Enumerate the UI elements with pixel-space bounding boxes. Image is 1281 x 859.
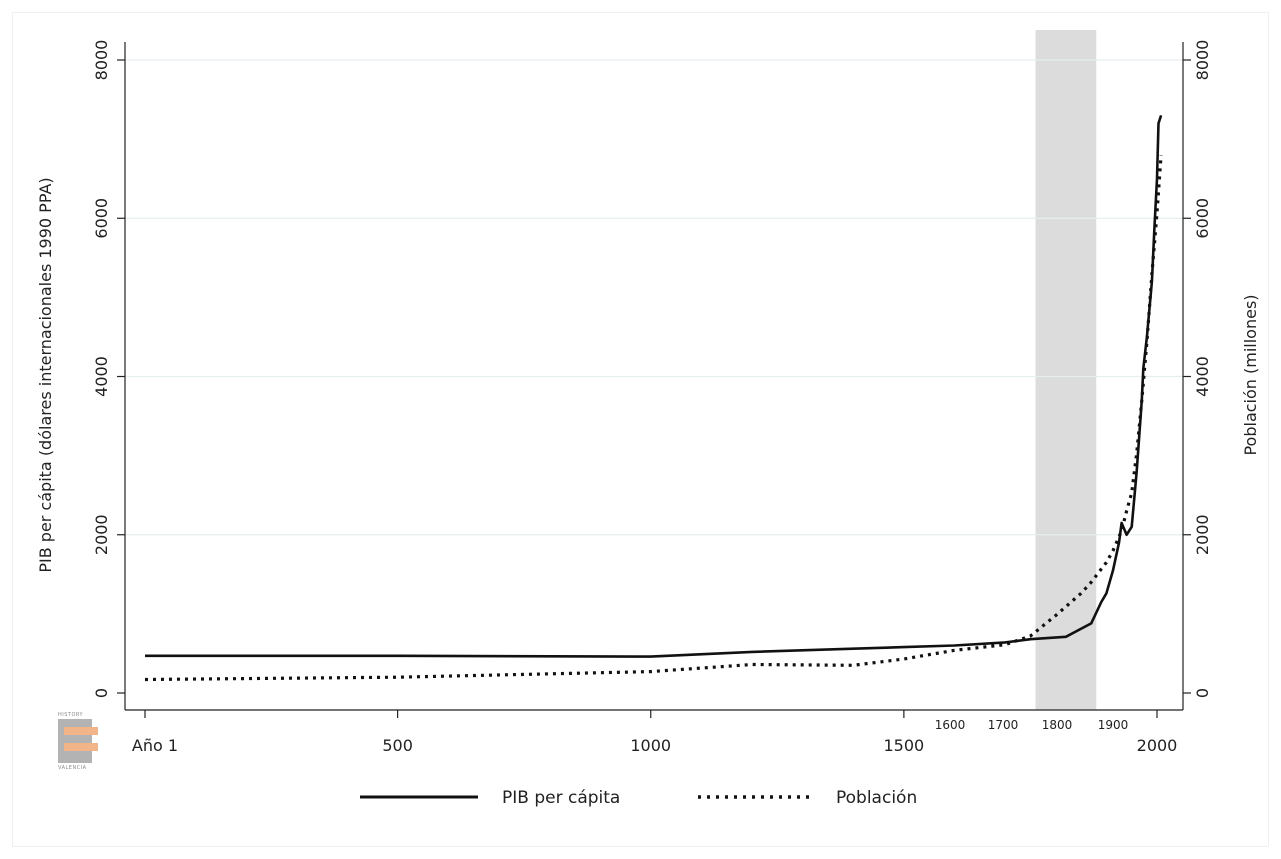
x-minor-tick-label-1900: 1900: [1098, 718, 1129, 732]
x-tick-label-2: 1000: [630, 736, 671, 755]
legend-label-pib: PIB per cápita: [502, 788, 620, 808]
gridlines: [125, 59, 1183, 536]
left-tick-label-6000: 6000: [92, 198, 111, 239]
right-tick-label-6000: 6000: [1193, 198, 1212, 239]
x-tick-label-4: 2000: [1137, 736, 1178, 755]
series-lines: [144, 114, 1163, 682]
legend: PIB per cápita Población: [360, 788, 917, 808]
right-tick-label-8000: 8000: [1193, 40, 1212, 81]
history-valencia-logo: HISTORY VALENCIA: [58, 712, 98, 771]
x-minor-tick-label-1600: 1600: [935, 718, 966, 732]
logo-bottom-text: VALENCIA: [58, 765, 87, 771]
x-tick-label-0: Año 1: [132, 736, 178, 755]
left-tick-label-4000: 4000: [92, 356, 111, 397]
legend-label-poblacion: Población: [836, 788, 917, 808]
x-tick-label-1: 500: [382, 736, 413, 755]
axes: 0 0 2000 2000 4000 4000 6000 6000 8000 8000 Año 1 5…: [92, 40, 1212, 755]
logo-top-text: HISTORY: [58, 712, 84, 718]
logo-gray-block: [58, 719, 92, 763]
right-tick-label-4000: 4000: [1193, 356, 1212, 397]
logo-accent-bar-top: [64, 727, 98, 735]
right-tick-label-0: 0: [1193, 688, 1212, 698]
shaded-period: [1035, 30, 1097, 710]
x-minor-tick-label-1700: 1700: [988, 718, 1019, 732]
right-tick-label-2000: 2000: [1193, 514, 1212, 555]
series-line-pib-per-capita: [145, 114, 1163, 658]
series-line-poblacion: [144, 154, 1163, 682]
right-axis-title: Población (millones): [1241, 294, 1260, 455]
x-tick-label-3: 1500: [884, 736, 925, 755]
left-axis-title: PIB per cápita (dólares internacionales …: [36, 177, 55, 572]
left-tick-label-2000: 2000: [92, 514, 111, 555]
shaded-period-layer: [1035, 30, 1097, 710]
logo-accent-bar-bottom: [64, 743, 98, 751]
chart-frame: [12, 12, 1269, 847]
left-tick-label-0: 0: [92, 688, 111, 698]
left-tick-label-8000: 8000: [92, 40, 111, 81]
x-minor-tick-label-1800: 1800: [1042, 718, 1073, 732]
